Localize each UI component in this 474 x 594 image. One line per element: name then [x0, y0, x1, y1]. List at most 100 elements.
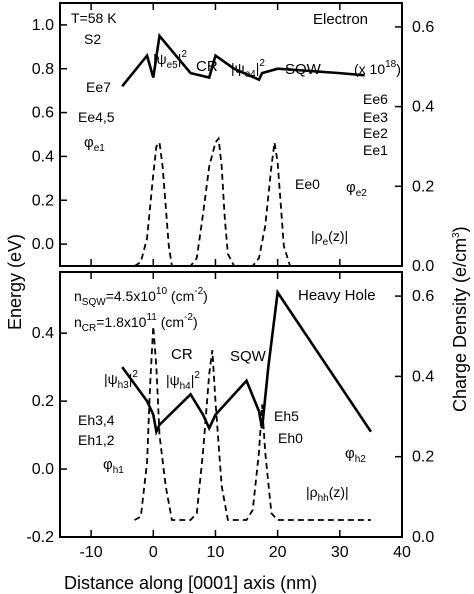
scale-prefix: (x 10 — [354, 61, 385, 77]
rho-e-symbol: |ρ — [311, 228, 323, 244]
psi-e5-sup: 2 — [181, 49, 187, 60]
x-axis-label: Distance along [0001] axis (nm) — [64, 573, 317, 593]
top-y-left-tick-label: 0.2 — [32, 192, 54, 209]
x-tick-label: 20 — [269, 544, 287, 561]
n-sqw-close: ) — [203, 288, 208, 304]
psi-h3-symbol: |ψ — [104, 371, 118, 387]
x-tick-label: 10 — [207, 544, 225, 561]
bottom-y-right-tick-label: 0.6 — [412, 288, 434, 305]
n-cr-symbol: n — [74, 314, 82, 330]
top-band-line — [121, 32, 365, 88]
top-y-left-tick-label: 0.4 — [32, 148, 54, 165]
top-annotations: T=58 K S2 Electron (x 1018) CR SQW |ψe5|… — [71, 10, 401, 248]
top-y-right-tick-label: 0.6 — [412, 19, 434, 36]
y-axis-right-label: Charge Density (e/cm3) — [450, 226, 470, 412]
n-cr-val: =1.8x10 — [96, 314, 146, 330]
rho-e-tail: (z)| — [328, 228, 348, 244]
temperature-label: T=58 K — [71, 10, 117, 26]
x-tick-label: 0 — [149, 544, 158, 561]
phi-h2-label: φh2 — [345, 445, 366, 465]
phi-e2-label: φe2 — [346, 179, 367, 199]
rho-hh-tail: (z)| — [329, 484, 349, 500]
n-sqw-unit: (cm — [167, 288, 194, 304]
ee45-label: Ee4,5 — [78, 109, 115, 125]
phi-e1-label: φe1 — [84, 134, 105, 154]
n-sqw-exp: 10 — [156, 286, 168, 297]
panels: 0.0 0.2 0.4 0.6 0.8 1.0 0.0 0.2 0.4 0.6 -0.2 0.0 0.2… — [26, 2, 434, 561]
ee2-label: Ee2 — [363, 125, 388, 141]
phi-h1-symbol: φ — [103, 456, 113, 473]
n-sqw-label: nSQW=4.5x1010 (cm-2) — [74, 286, 208, 308]
psi-e5-sub: e5 — [167, 60, 179, 71]
n-sqw-val: =4.5x10 — [106, 288, 156, 304]
bottom-y-right-tick-label: 0.2 — [412, 449, 434, 466]
phi-e1-sub: e1 — [94, 143, 106, 154]
psi-h3-label: |ψh3|2 — [104, 369, 138, 391]
phi-h2-symbol: φ — [345, 445, 355, 462]
psi-e4-label: |ψe4|2 — [231, 58, 265, 80]
phi-h1-sub: h1 — [113, 465, 125, 476]
ee0-label: Ee0 — [295, 176, 320, 192]
top-y-left-tick-label: 0.8 — [32, 61, 54, 78]
rho-e-label: |ρe(z)| — [311, 228, 348, 248]
rho-hh-sub: hh — [318, 493, 329, 504]
n-sqw-sub: SQW — [82, 297, 106, 308]
ee3-label: Ee3 — [363, 109, 388, 125]
psi-e4-symbol: |ψ — [231, 60, 245, 76]
psi-h4-symbol: |ψ — [166, 372, 180, 388]
phi-e1-symbol: φ — [84, 134, 94, 151]
y-right-main: Charge Density (e/cm — [450, 238, 470, 412]
sqw-label: SQW — [285, 61, 322, 78]
bottom-y-left-tick-label: 0.4 — [32, 325, 54, 342]
y-axis-left-label: Energy (eV) — [5, 234, 25, 330]
n-cr-exp: 11 — [146, 312, 157, 323]
top-y-right-tick-label: 0.2 — [412, 178, 434, 195]
x-tick-label: -10 — [80, 544, 103, 561]
eh12-label: Eh1,2 — [78, 432, 115, 448]
x-tick-label: 40 — [393, 544, 411, 561]
phi-e2-sub: e2 — [356, 188, 368, 199]
top-y-left-tick-label: 0.6 — [32, 105, 54, 122]
n-cr-unit-exp: -2 — [184, 312, 193, 323]
rho-hh-symbol: |ρ — [306, 484, 318, 500]
bottom-y-left-tick-label: -0.2 — [26, 529, 54, 546]
psi-h4-sub: h4 — [180, 381, 192, 392]
psi-e5-symbol: |ψ — [153, 51, 167, 67]
phi-e2-symbol: φ — [346, 179, 356, 196]
psi-e4-sub: e4 — [245, 69, 257, 80]
bottom-plot-frame — [59, 271, 403, 538]
n-cr-sub: CR — [82, 323, 96, 334]
scale-suffix: ) — [396, 61, 401, 77]
bottom-y-left-tick-label: 0.2 — [32, 393, 54, 410]
bottom-annotations: nSQW=4.5x1010 (cm-2) nCR=1.8x1011 (cm-2)… — [74, 286, 376, 504]
phi-h1-label: φh1 — [103, 456, 124, 476]
bottom-band-line — [121, 288, 372, 436]
eh34-label: Eh3,4 — [78, 412, 115, 428]
top-y-left-tick-label: 1.0 — [32, 17, 54, 34]
sample-label: S2 — [84, 31, 101, 47]
psi-h4-label: |ψh4|2 — [166, 370, 200, 392]
ee6-label: Ee6 — [363, 91, 388, 107]
eh5-label: Eh5 — [274, 408, 299, 424]
bottom-y-right-tick-label: 0.4 — [412, 368, 434, 385]
top-plot-frame — [59, 2, 403, 267]
rho-hh-label: |ρhh(z)| — [306, 484, 349, 504]
eh0-label: Eh0 — [278, 430, 303, 446]
y-right-sup: 3 — [451, 232, 462, 238]
phi-h2-sub: h2 — [355, 454, 367, 465]
top-y-right-tick-label: 0.0 — [412, 258, 434, 275]
y-right-close: ) — [450, 226, 470, 232]
psi-h3-sup: 2 — [132, 369, 138, 380]
ee7-label: Ee7 — [86, 79, 111, 95]
top-y-left-tick-label: 0.0 — [32, 236, 54, 253]
hh-sqw-label: SQW — [230, 348, 267, 365]
hh-carrier-label: Heavy Hole — [298, 287, 376, 304]
cr-label: CR — [196, 58, 218, 75]
top-y-right-tick-label: 0.4 — [412, 99, 434, 116]
ee1-label: Ee1 — [363, 142, 388, 158]
psi-e4-sup: 2 — [259, 58, 265, 69]
bottom-y-right-tick-label: 0.0 — [412, 529, 434, 546]
n-cr-label: nCR=1.8x1011 (cm-2) — [74, 312, 198, 334]
n-sqw-unit-exp: -2 — [194, 286, 203, 297]
